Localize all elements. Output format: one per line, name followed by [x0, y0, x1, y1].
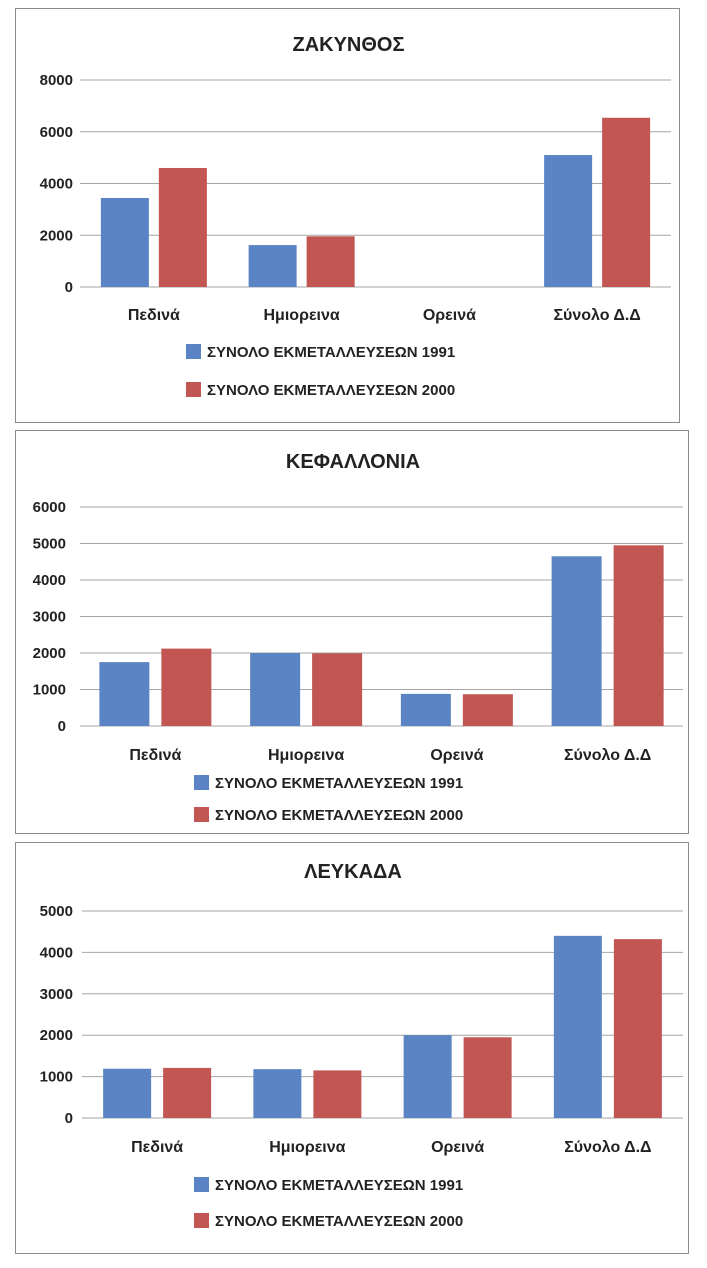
bar-2000	[602, 117, 651, 287]
bar-2000	[163, 1067, 212, 1118]
y-tick-label: 5000	[33, 536, 66, 553]
y-tick-label: 5000	[40, 903, 73, 920]
legend-swatch	[186, 382, 201, 397]
x-category-label: Ημιορεινα	[264, 307, 340, 324]
x-category-label: Ορεινά	[430, 747, 483, 764]
x-category-label: Ημιορεινα	[268, 747, 344, 764]
bar-2000	[161, 648, 212, 726]
x-category-label: Πεδινά	[131, 1139, 183, 1156]
bar-2000	[312, 653, 363, 726]
chart-title: ΛΕΥΚΑΔΑ	[304, 861, 402, 883]
bar-1991	[403, 1035, 452, 1118]
x-category-label: Ορεινά	[431, 1139, 484, 1156]
y-tick-label: 6000	[33, 499, 66, 516]
bar-1991	[100, 197, 149, 287]
x-category-label: Σύνολο Δ.Δ	[564, 747, 651, 764]
x-category-label: Σύνολο Δ.Δ	[553, 307, 640, 324]
bar-1991	[551, 556, 602, 726]
legend-swatch	[194, 807, 209, 822]
x-category-label: Πεδινά	[129, 747, 181, 764]
legend-label: ΣΥΝΟΛΟ ΕΚΜΕΤΑΛΛΕΥΣΕΩΝ 1991	[207, 344, 455, 361]
bar-2000	[463, 1037, 512, 1118]
y-tick-label: 4000	[33, 572, 66, 589]
bar-1991	[248, 245, 297, 287]
legend-swatch	[194, 775, 209, 790]
x-category-label: Σύνολο Δ.Δ	[564, 1139, 651, 1156]
x-category-label: Ορεινά	[423, 307, 476, 324]
bar-1991	[103, 1068, 152, 1118]
bar-2000	[158, 167, 207, 287]
y-tick-label: 1000	[40, 1069, 73, 1086]
y-tick-label: 3000	[33, 609, 66, 626]
y-tick-label: 4000	[40, 944, 73, 961]
bar-2000	[613, 545, 664, 726]
x-category-label: Ημιορεινα	[269, 1139, 345, 1156]
y-tick-label: 0	[65, 1110, 73, 1127]
legend-swatch	[186, 344, 201, 359]
legend-label: ΣΥΝΟΛΟ ΕΚΜΕΤΑΛΛΕΥΣΕΩΝ 1991	[215, 775, 463, 792]
chart-panel-kefallonia: ΚΕΦΑΛΛΟΝΙΑ 0 1000 2000 3000 4000 5000 6000 Πεδιν…	[15, 430, 689, 834]
chart-lefkada: ΛΕΥΚΑΔΑ 0 1000 2000 3000 4000 5000 Πεδινά Ημιορε…	[40, 861, 683, 1230]
legend-label: ΣΥΝΟΛΟ ΕΚΜΕΤΑΛΛΕΥΣΕΩΝ 1991	[215, 1177, 463, 1194]
y-tick-label: 1000	[33, 682, 66, 699]
y-tick-label: 3000	[40, 986, 73, 1003]
y-tick-label: 6000	[40, 124, 73, 141]
bar-1991	[99, 662, 150, 726]
bar-1991	[400, 693, 451, 726]
bar-2000	[462, 694, 513, 726]
bar-1991	[544, 155, 593, 287]
chart-title: ΚΕΦΑΛΛΟΝΙΑ	[286, 451, 420, 473]
legend-swatch	[194, 1213, 209, 1228]
y-tick-label: 0	[58, 718, 66, 735]
chart-kefallonia: ΚΕΦΑΛΛΟΝΙΑ 0 1000 2000 3000 4000 5000 6000 Πεδιν…	[33, 451, 683, 824]
legend-label: ΣΥΝΟΛΟ ΕΚΜΕΤΑΛΛΕΥΣΕΩΝ 2000	[215, 807, 463, 824]
y-tick-label: 4000	[40, 176, 73, 193]
y-tick-label: 2000	[33, 645, 66, 662]
bar-2000	[306, 236, 355, 287]
chart-zakynthos: ΖΑΚΥΝΘΟΣ 0 2000 4000 6000 8000 Πεδινά Ημιορεινα…	[40, 34, 671, 399]
y-tick-label: 2000	[40, 1027, 73, 1044]
bar-1991	[253, 1069, 302, 1118]
x-category-label: Πεδινά	[128, 307, 180, 324]
legend-swatch	[194, 1177, 209, 1192]
y-tick-label: 0	[65, 279, 73, 296]
legend-label: ΣΥΝΟΛΟ ΕΚΜΕΤΑΛΛΕΥΣΕΩΝ 2000	[207, 382, 455, 399]
y-tick-label: 8000	[40, 72, 73, 89]
bar-1991	[553, 935, 602, 1118]
y-tick-label: 2000	[40, 227, 73, 244]
chart-panel-lefkada: ΛΕΥΚΑΔΑ 0 1000 2000 3000 4000 5000 Πεδινά Ημιορε…	[15, 842, 689, 1254]
chart-panel-zakynthos: ΖΑΚΥΝΘΟΣ 0 2000 4000 6000 8000 Πεδινά Ημιορεινα…	[15, 8, 680, 423]
bar-1991	[250, 653, 301, 726]
legend-label: ΣΥΝΟΛΟ ΕΚΜΕΤΑΛΛΕΥΣΕΩΝ 2000	[215, 1213, 463, 1230]
bar-2000	[313, 1070, 362, 1118]
chart-title: ΖΑΚΥΝΘΟΣ	[292, 34, 404, 56]
bar-2000	[613, 939, 662, 1118]
